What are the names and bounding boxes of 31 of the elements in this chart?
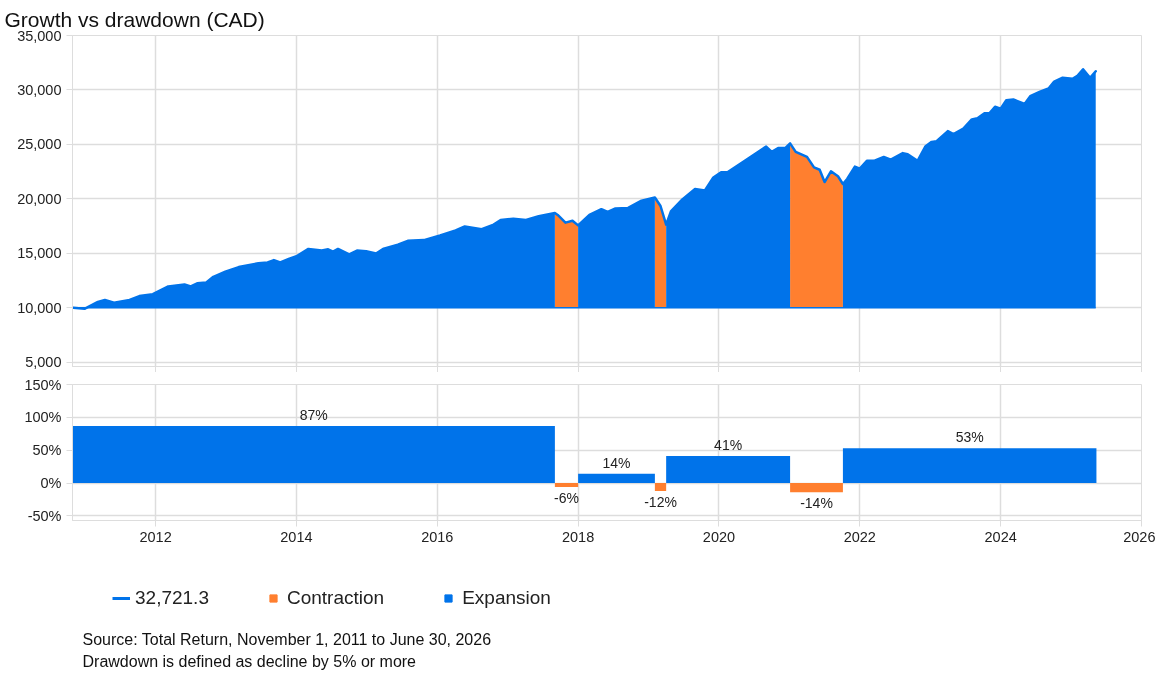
- x-tick-label: 2014: [280, 528, 313, 545]
- data-label: 41%: [714, 437, 743, 454]
- x-tick-label: 2016: [421, 528, 454, 545]
- y-tick-label: 150%: [24, 376, 62, 393]
- legend-label: Contraction: [286, 587, 385, 609]
- legend-label: 32,721.3: [135, 587, 209, 609]
- data-label: 14%: [602, 454, 631, 471]
- y-tick-label: 50%: [32, 442, 62, 459]
- y-tick-label: 15,000: [17, 245, 62, 262]
- x-tick-label: 2026: [1123, 528, 1155, 545]
- source-note: Source: Total Return, November 1, 2011 to June 30, 2026: [82, 631, 492, 648]
- data-label: -6%: [554, 489, 579, 506]
- x-tick-label: 2012: [139, 528, 172, 545]
- y-tick-label: 5,000: [25, 354, 62, 371]
- data-label: -14%: [800, 495, 833, 512]
- x-tick-label: 2022: [843, 528, 876, 545]
- data-label: 53%: [955, 429, 984, 446]
- x-tick-label: 2020: [702, 528, 736, 545]
- y-tick-label: 30,000: [17, 81, 62, 98]
- x-tick-label: 2024: [984, 528, 1017, 545]
- data-label: -12%: [644, 493, 677, 510]
- y-tick-label: 10,000: [17, 299, 62, 316]
- y-tick-label: 25,000: [17, 136, 62, 153]
- y-tick-label: 100%: [24, 409, 62, 426]
- data-label: 87%: [299, 406, 328, 423]
- legend-label: Expansion: [462, 587, 551, 609]
- text: Drawdown is defined as decline by 5% or more: [82, 653, 417, 670]
- y-tick-label: 0%: [40, 475, 62, 492]
- y-tick-label: -50%: [27, 507, 62, 524]
- y-tick-label: 20,000: [17, 190, 62, 207]
- x-tick-label: 2018: [562, 528, 595, 545]
